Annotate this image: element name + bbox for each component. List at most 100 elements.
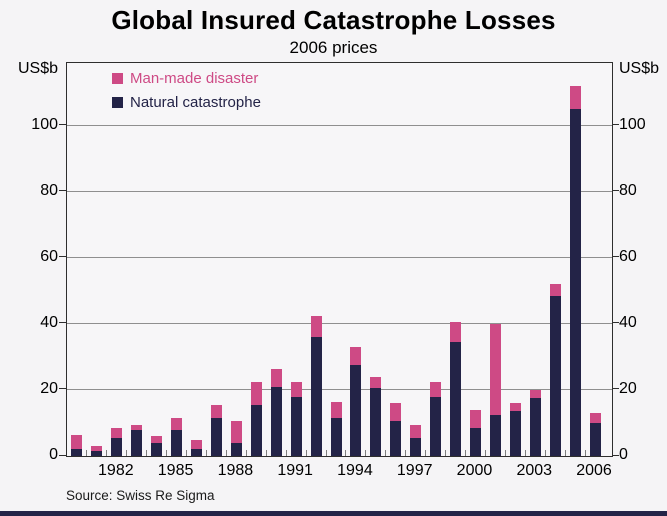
x-tick-label-1997: 1997 bbox=[396, 462, 433, 479]
bar-1981-man-made bbox=[91, 446, 103, 452]
bar-1980-man-made bbox=[71, 434, 83, 450]
x-tick-boundary-12 bbox=[305, 450, 307, 456]
bar-1983-man-made bbox=[131, 424, 143, 430]
bar-1991-man-made bbox=[290, 381, 302, 397]
y-tick-label-right-80: 80 bbox=[619, 181, 637, 199]
man-made-swatch-icon bbox=[112, 73, 123, 84]
x-tick-boundary-9 bbox=[245, 450, 247, 456]
legend: Man-made disaster Natural catastrophe bbox=[112, 71, 261, 119]
bar-1984-natural bbox=[151, 442, 163, 456]
bar-2003-man-made bbox=[529, 389, 541, 399]
y-tick-label-left-20: 20 bbox=[40, 379, 58, 397]
y-tick-label-left-0: 0 bbox=[49, 446, 58, 463]
bar-1994-man-made bbox=[350, 347, 362, 366]
x-tick-label-2003: 2003 bbox=[516, 462, 553, 479]
bar-2004-man-made bbox=[549, 284, 561, 296]
y-tick-right-40 bbox=[612, 322, 619, 324]
bar-1997-natural bbox=[410, 437, 422, 456]
y-tick-label-left-40: 40 bbox=[40, 313, 58, 331]
x-tick-boundary-1 bbox=[86, 450, 88, 456]
bar-1987-man-made bbox=[210, 404, 222, 419]
x-tick-label-2006: 2006 bbox=[576, 462, 612, 479]
y-tick-label-right-100: 100 bbox=[619, 115, 646, 133]
bar-2004-natural bbox=[549, 295, 561, 456]
y-tick-left-20 bbox=[59, 388, 66, 390]
bar-2002-man-made bbox=[509, 403, 521, 412]
x-tick-boundary-15 bbox=[365, 450, 367, 456]
y-tick-label-right-20: 20 bbox=[619, 379, 637, 397]
bar-1982-natural bbox=[111, 437, 123, 456]
bar-1994-natural bbox=[350, 365, 362, 456]
x-tick-boundary-5 bbox=[166, 450, 168, 456]
x-tick-boundary-22 bbox=[504, 450, 506, 456]
y-axis-unit-right: US$b bbox=[619, 60, 660, 77]
gridline-40 bbox=[67, 323, 612, 325]
bar-1990-natural bbox=[270, 386, 282, 456]
gridline-60 bbox=[67, 257, 612, 259]
x-tick-boundary-3 bbox=[126, 450, 128, 456]
bar-1980-natural bbox=[71, 449, 83, 456]
x-tick-label-1991: 1991 bbox=[277, 462, 313, 479]
x-tick-boundary-19 bbox=[445, 450, 447, 456]
x-tick-boundary-13 bbox=[325, 450, 327, 456]
bar-1993-man-made bbox=[330, 401, 342, 419]
bar-2000-natural bbox=[469, 427, 481, 456]
source-note: Source: Swiss Re Sigma bbox=[66, 488, 215, 503]
legend-item-natural: Natural catastrophe bbox=[112, 95, 261, 110]
x-tick-boundary-11 bbox=[285, 450, 287, 456]
bar-1990-man-made bbox=[270, 368, 282, 387]
x-tick-boundary-2 bbox=[106, 450, 108, 456]
bar-2006-man-made bbox=[589, 413, 601, 423]
bar-1984-man-made bbox=[151, 436, 163, 443]
y-tick-left-0 bbox=[59, 454, 66, 456]
bar-1982-man-made bbox=[111, 427, 123, 438]
bar-1985-man-made bbox=[171, 418, 183, 430]
bar-1995-natural bbox=[370, 388, 382, 456]
bar-1997-man-made bbox=[410, 424, 422, 438]
x-tick-label-1994: 1994 bbox=[337, 462, 373, 479]
bar-1981-natural bbox=[91, 451, 103, 456]
x-tick-boundary-16 bbox=[385, 450, 387, 456]
y-tick-left-100 bbox=[59, 124, 66, 126]
y-tick-label-right-40: 40 bbox=[619, 313, 637, 331]
x-tick-label-1982: 1982 bbox=[98, 462, 134, 479]
bar-1992-natural bbox=[310, 337, 322, 456]
x-tick-boundary-8 bbox=[225, 450, 227, 456]
bar-1998-man-made bbox=[430, 381, 442, 397]
bar-1986-man-made bbox=[191, 439, 203, 450]
x-tick-boundary-17 bbox=[405, 450, 407, 456]
bar-2005-natural bbox=[569, 109, 581, 456]
plot-area bbox=[66, 62, 613, 457]
y-tick-left-80 bbox=[59, 190, 66, 192]
bar-1995-man-made bbox=[370, 376, 382, 389]
x-tick-boundary-20 bbox=[465, 450, 467, 456]
bar-1988-natural bbox=[230, 442, 242, 456]
x-tick-boundary-10 bbox=[265, 450, 267, 456]
x-tick-boundary-24 bbox=[544, 450, 546, 456]
x-tick-boundary-6 bbox=[186, 450, 188, 456]
natural-swatch-icon bbox=[112, 97, 123, 108]
y-tick-label-left-80: 80 bbox=[40, 181, 58, 199]
bar-1983-natural bbox=[131, 429, 143, 456]
y-tick-left-40 bbox=[59, 322, 66, 324]
y-tick-right-0 bbox=[612, 454, 619, 456]
bar-1998-natural bbox=[430, 396, 442, 456]
y-tick-right-80 bbox=[612, 190, 619, 192]
x-tick-boundary-23 bbox=[524, 450, 526, 456]
y-tick-label-left-60: 60 bbox=[40, 247, 58, 265]
bar-1992-man-made bbox=[310, 315, 322, 338]
y-tick-right-60 bbox=[612, 256, 619, 258]
bar-1986-natural bbox=[191, 449, 203, 456]
legend-item-man-made: Man-made disaster bbox=[112, 71, 261, 86]
bottom-rule bbox=[0, 511, 667, 516]
y-tick-label-left-100: 100 bbox=[31, 115, 58, 133]
bar-1999-man-made bbox=[450, 322, 462, 343]
bar-1989-natural bbox=[250, 404, 262, 456]
bar-1988-man-made bbox=[230, 421, 242, 443]
y-tick-right-20 bbox=[612, 388, 619, 390]
y-tick-left-60 bbox=[59, 256, 66, 258]
bar-2002-natural bbox=[509, 411, 521, 456]
y-tick-right-100 bbox=[612, 124, 619, 126]
bar-1987-natural bbox=[210, 418, 222, 456]
bar-2005-man-made bbox=[569, 86, 581, 110]
